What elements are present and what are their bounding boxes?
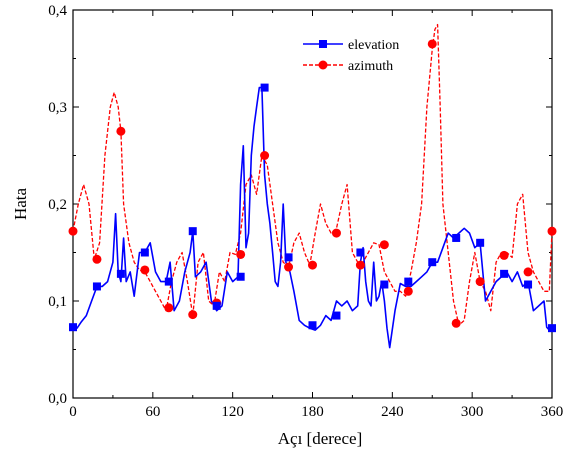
- data-point-elevation: [69, 323, 77, 331]
- data-point-azimuth: [404, 287, 413, 296]
- data-point-azimuth: [500, 251, 509, 260]
- x-tick-label: 240: [381, 404, 404, 420]
- data-point-azimuth: [140, 265, 149, 274]
- x-tick-label: 360: [541, 404, 564, 420]
- x-tick-label: 60: [145, 404, 160, 420]
- data-point-elevation: [309, 321, 317, 329]
- data-point-azimuth: [164, 303, 173, 312]
- data-point-elevation: [189, 227, 197, 235]
- series-layer: [69, 25, 557, 348]
- data-point-elevation: [141, 249, 149, 257]
- data-point-azimuth: [524, 267, 533, 276]
- axis-ticks: [73, 10, 552, 398]
- data-point-elevation: [476, 239, 484, 247]
- data-point-azimuth: [92, 255, 101, 264]
- data-point-elevation: [93, 282, 101, 290]
- data-point-azimuth: [188, 310, 197, 319]
- legend-azimuth-marker: [319, 61, 328, 70]
- data-point-elevation: [380, 281, 388, 289]
- data-point-azimuth: [476, 277, 485, 286]
- data-point-azimuth: [452, 319, 461, 328]
- y-tick-label: 0,0: [48, 391, 67, 407]
- legend: elevation azimuth: [303, 38, 399, 74]
- data-point-elevation: [500, 270, 508, 278]
- series-line-elevation: [73, 88, 552, 348]
- data-point-elevation: [428, 258, 436, 266]
- data-point-elevation: [548, 324, 556, 332]
- x-tick-label: 180: [301, 404, 324, 420]
- y-tick-label: 0,2: [48, 197, 67, 213]
- data-point-elevation: [285, 253, 293, 261]
- x-tick-label: 0: [69, 404, 77, 420]
- y-tick-label: 0,3: [48, 100, 67, 116]
- y-tick-label: 0,1: [48, 294, 67, 310]
- data-point-elevation: [452, 234, 460, 242]
- legend-elevation-marker: [319, 40, 327, 48]
- data-point-azimuth: [380, 240, 389, 249]
- y-tick-label: 0,4: [48, 3, 67, 19]
- data-point-elevation: [237, 273, 245, 281]
- data-point-azimuth: [116, 127, 125, 136]
- y-axis-title: Hata: [11, 188, 30, 221]
- data-point-azimuth: [308, 261, 317, 270]
- legend-elevation-label: elevation: [348, 38, 399, 53]
- data-point-elevation: [332, 312, 340, 320]
- data-point-azimuth: [428, 39, 437, 48]
- x-tick-label: 300: [461, 404, 484, 420]
- data-point-azimuth: [260, 151, 269, 160]
- data-point-elevation: [404, 278, 412, 286]
- x-tick-label: 120: [221, 404, 244, 420]
- data-point-elevation: [356, 249, 364, 257]
- data-point-azimuth: [548, 227, 557, 236]
- data-point-azimuth: [284, 263, 293, 272]
- data-point-azimuth: [332, 229, 341, 238]
- x-axis-title: Açı [derece]: [278, 429, 362, 448]
- data-point-azimuth: [236, 250, 245, 259]
- data-point-elevation: [117, 270, 125, 278]
- data-point-elevation: [165, 278, 173, 286]
- plot-frame: [73, 10, 552, 398]
- data-point-elevation: [261, 84, 269, 92]
- data-point-elevation: [524, 281, 532, 289]
- data-point-elevation: [213, 302, 221, 310]
- data-point-azimuth: [69, 227, 78, 236]
- legend-azimuth-label: azimuth: [348, 59, 393, 74]
- data-point-azimuth: [356, 261, 365, 270]
